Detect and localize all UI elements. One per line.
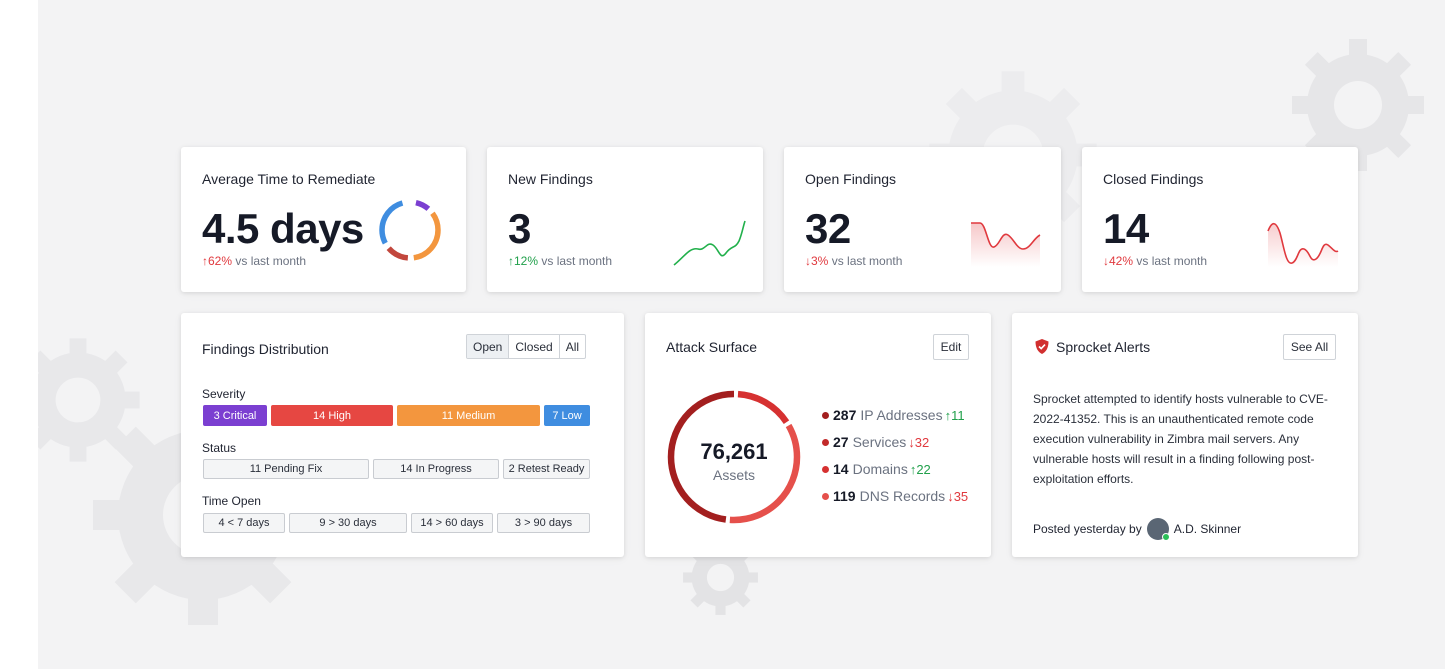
legend-services[interactable]: 27 Services ↓ 32 <box>822 434 929 450</box>
stat-title: Closed Findings <box>1103 171 1204 187</box>
time-open-chip[interactable]: 9 > 30 days <box>289 513 407 533</box>
arrow-up-icon: ↑ <box>508 254 514 268</box>
stat-suffix: vs last month <box>1136 254 1208 268</box>
findings-filter-group: Open Closed All <box>466 334 587 359</box>
time-open-chip[interactable]: 4 < 7 days <box>203 513 285 533</box>
legend-change: 32 <box>914 434 930 450</box>
stat-delta: ↑12% vs last month <box>508 254 612 268</box>
legend-count: 287 <box>833 407 857 423</box>
findings-distribution-card: Findings Distribution Open Closed All Se… <box>181 313 624 557</box>
stat-card-closed-findings: Closed Findings 14 ↓42% vs last month <box>1082 147 1358 292</box>
remediation-ring-chart <box>379 199 441 261</box>
severity-medium-bar[interactable]: 11 Medium <box>397 405 540 426</box>
legend-ip-addresses[interactable]: 287 IP Addresses ↑ 11 <box>822 407 965 423</box>
stat-value: 4.5 days <box>202 205 364 252</box>
background-gear-icon <box>1292 39 1424 171</box>
stat-suffix: vs last month <box>831 254 903 268</box>
background-gear-icon <box>38 338 140 462</box>
assets-total: 76,261 <box>700 439 768 464</box>
stat-card-avg-remediate: Average Time to Remediate 4.5 days ↑62% … <box>181 147 466 292</box>
legend-dot <box>822 438 829 446</box>
time-open-label: Time Open <box>202 494 261 508</box>
severity-label: Severity <box>202 387 246 401</box>
closed-findings-sparkline <box>1267 222 1339 267</box>
stat-value: 32 <box>805 205 851 252</box>
stat-delta: ↓42% vs last month <box>1103 254 1207 268</box>
arrow-down-icon: ↓ <box>947 488 954 504</box>
new-findings-sparkline <box>673 220 746 266</box>
background-gear-icon <box>683 540 758 615</box>
stat-title: New Findings <box>508 171 593 187</box>
legend-dot <box>822 492 829 500</box>
stat-value: 14 <box>1103 205 1149 252</box>
legend-count: 14 <box>833 461 849 477</box>
arrow-down-icon: ↓ <box>1103 254 1109 268</box>
see-all-button[interactable]: See All <box>1283 334 1336 360</box>
filter-closed-button[interactable]: Closed <box>509 335 560 358</box>
stat-change: 12% <box>514 254 539 268</box>
legend-label: Services <box>852 434 907 450</box>
legend-label: IP Addresses <box>860 407 943 423</box>
posted-prefix: Posted yesterday by <box>1033 522 1142 536</box>
shield-icon <box>1035 339 1049 354</box>
arrow-down-icon: ↓ <box>805 254 811 268</box>
legend-label: DNS Records <box>859 488 946 504</box>
alert-body-text: Sprocket attempted to identify hosts vul… <box>1033 392 1328 486</box>
filter-all-button[interactable]: All <box>565 339 580 354</box>
time-open-chip[interactable]: 14 > 60 days <box>411 513 493 533</box>
legend-dot <box>822 411 829 419</box>
attack-surface-donut-chart <box>667 390 801 524</box>
panel-title: Sprocket Alerts <box>1056 339 1151 355</box>
arrow-up-icon: ↑ <box>909 461 917 477</box>
sprocket-alerts-card: Sprocket Alerts See All Sprocket attempt… <box>1012 313 1358 557</box>
online-status-icon <box>1161 533 1170 541</box>
status-label: Status <box>202 441 237 455</box>
stat-title: Average Time to Remediate <box>202 171 376 187</box>
severity-low-bar[interactable]: 7 Low <box>544 405 590 426</box>
legend-count: 27 <box>833 434 849 450</box>
stat-card-new-findings: New Findings 3 ↑12% vs last month <box>487 147 763 292</box>
status-retest-ready-chip[interactable]: 2 Retest Ready <box>503 459 590 479</box>
stat-change: 3% <box>811 254 829 268</box>
legend-dot <box>822 465 829 473</box>
stat-card-open-findings: Open Findings 32 ↓3% vs last month <box>784 147 1061 292</box>
alert-posted-by: Posted yesterday by A.D. Skinner <box>1033 518 1242 541</box>
legend-change: 11 <box>951 407 965 423</box>
stat-suffix: vs last month <box>541 254 613 268</box>
stat-value: 3 <box>508 205 531 252</box>
stat-title: Open Findings <box>805 171 897 187</box>
arrow-down-icon: ↓ <box>908 434 915 450</box>
panel-title: Attack Surface <box>666 339 758 355</box>
legend-label: Domains <box>852 461 908 477</box>
filter-open-button[interactable]: Open <box>467 335 510 358</box>
stat-suffix: vs last month <box>235 254 307 268</box>
arrow-up-icon: ↑ <box>944 407 952 423</box>
avatar[interactable] <box>1146 518 1170 541</box>
legend-count: 119 <box>833 488 856 504</box>
legend-change: 22 <box>916 461 931 477</box>
status-pending-fix-chip[interactable]: 11 Pending Fix <box>203 459 369 479</box>
panel-title: Findings Distribution <box>202 341 329 357</box>
open-findings-sparkline <box>971 222 1041 267</box>
status-in-progress-chip[interactable]: 14 In Progress <box>373 459 499 479</box>
assets-label: Assets <box>712 467 755 483</box>
arrow-up-icon: ↑ <box>202 254 208 268</box>
stat-delta: ↓3% vs last month <box>805 254 902 268</box>
legend-domains[interactable]: 14 Domains ↑ 22 <box>822 461 931 477</box>
legend-change: 35 <box>953 488 969 504</box>
attack-surface-card: Attack Surface Edit 76,261 Assets 287 IP… <box>645 313 991 557</box>
time-open-chip[interactable]: 3 > 90 days <box>497 513 590 533</box>
severity-critical-bar[interactable]: 3 Critical <box>203 405 267 426</box>
stat-delta: ↑62% vs last month <box>202 254 306 268</box>
legend-dns-records[interactable]: 119 DNS Records ↓ 35 <box>822 488 968 504</box>
edit-button[interactable]: Edit <box>933 334 969 360</box>
severity-high-bar[interactable]: 14 High <box>271 405 393 426</box>
author-name[interactable]: A.D. Skinner <box>1173 522 1242 536</box>
stat-change: 42% <box>1109 254 1134 268</box>
stat-change: 62% <box>208 254 233 268</box>
